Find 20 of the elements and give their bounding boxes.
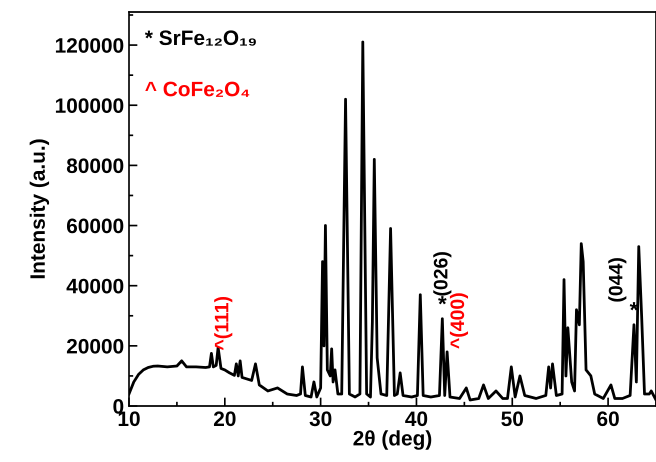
y-tick-label: 60000 bbox=[66, 218, 124, 234]
y-tick-label: 80000 bbox=[66, 158, 124, 174]
annotation: * bbox=[438, 296, 447, 304]
x-tick-label: 20 bbox=[214, 411, 236, 426]
annotation: ^(111) bbox=[214, 296, 232, 350]
x-tick-label: 40 bbox=[405, 411, 428, 426]
y-tick-label: 120000 bbox=[56, 38, 124, 53]
annotation: (026) bbox=[433, 252, 452, 296]
x-tick-label: 30 bbox=[310, 411, 332, 426]
y-tick-label: 20000 bbox=[66, 338, 124, 354]
annotation: * SrFe₁₂O₁₉ bbox=[144, 30, 256, 46]
annotation: (044) bbox=[608, 258, 626, 302]
annotation: ^ CoFe₂O₄ bbox=[145, 82, 250, 97]
y-tick-label: 100000 bbox=[56, 98, 124, 113]
y-axis-title: Intensity (a.u.) bbox=[30, 139, 50, 278]
y-tick-label: 40000 bbox=[66, 278, 124, 294]
x-axis-title: 2θ (deg) bbox=[353, 430, 432, 450]
x-tick-label: 50 bbox=[501, 411, 524, 426]
x-tick-label: 60 bbox=[597, 411, 619, 426]
annotation: ^(400) bbox=[450, 293, 468, 349]
